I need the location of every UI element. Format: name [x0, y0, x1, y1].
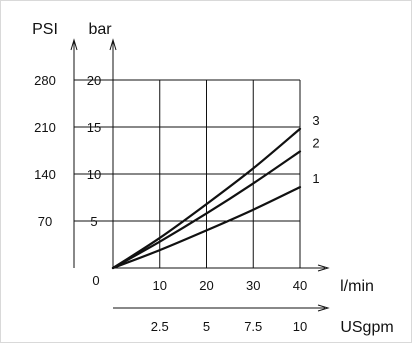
psi-tick-210: 210 [34, 120, 56, 135]
bar-tick-15: 15 [87, 120, 101, 135]
origin-label: 0 [92, 273, 99, 288]
psi-axis-title: PSI [32, 21, 58, 38]
curve-series-3 [111, 127, 302, 270]
bar-tick-5: 5 [90, 214, 97, 229]
curve-series-2 [111, 150, 302, 270]
bar-tick-10: 10 [87, 167, 101, 182]
psi-tick-140: 140 [34, 167, 56, 182]
curves [111, 127, 302, 270]
bar-axis-title: bar [88, 21, 112, 38]
psi-axis-arrow-icon [70, 38, 78, 51]
usgpm-tick-5: 5 [203, 319, 210, 334]
psi-tick-280: 280 [34, 73, 56, 88]
usgpm-tick-7.5: 7.5 [244, 319, 262, 334]
lmin-axis-arrow-icon [317, 264, 330, 272]
usgpm-tick-10: 10 [293, 319, 307, 334]
lmin-tick-10: 10 [153, 278, 167, 293]
usgpm-axis-title: USgpm [340, 319, 393, 336]
bar-axis-arrow-icon [109, 38, 117, 51]
series-label-1: 1 [312, 171, 319, 186]
curve-series-1 [111, 186, 302, 270]
psi-tick-70: 70 [38, 214, 52, 229]
lmin-tick-40: 40 [293, 278, 307, 293]
bar-tick-20: 20 [87, 73, 101, 88]
axes [70, 38, 330, 312]
series-label-2: 2 [312, 135, 319, 150]
usgpm-tick-2.5: 2.5 [151, 319, 169, 334]
lmin-axis-title: l/min [340, 278, 374, 295]
usgpm-axis-arrow-icon [317, 304, 330, 312]
series-label-3: 3 [312, 113, 319, 128]
lmin-tick-20: 20 [199, 278, 213, 293]
lmin-tick-30: 30 [246, 278, 260, 293]
